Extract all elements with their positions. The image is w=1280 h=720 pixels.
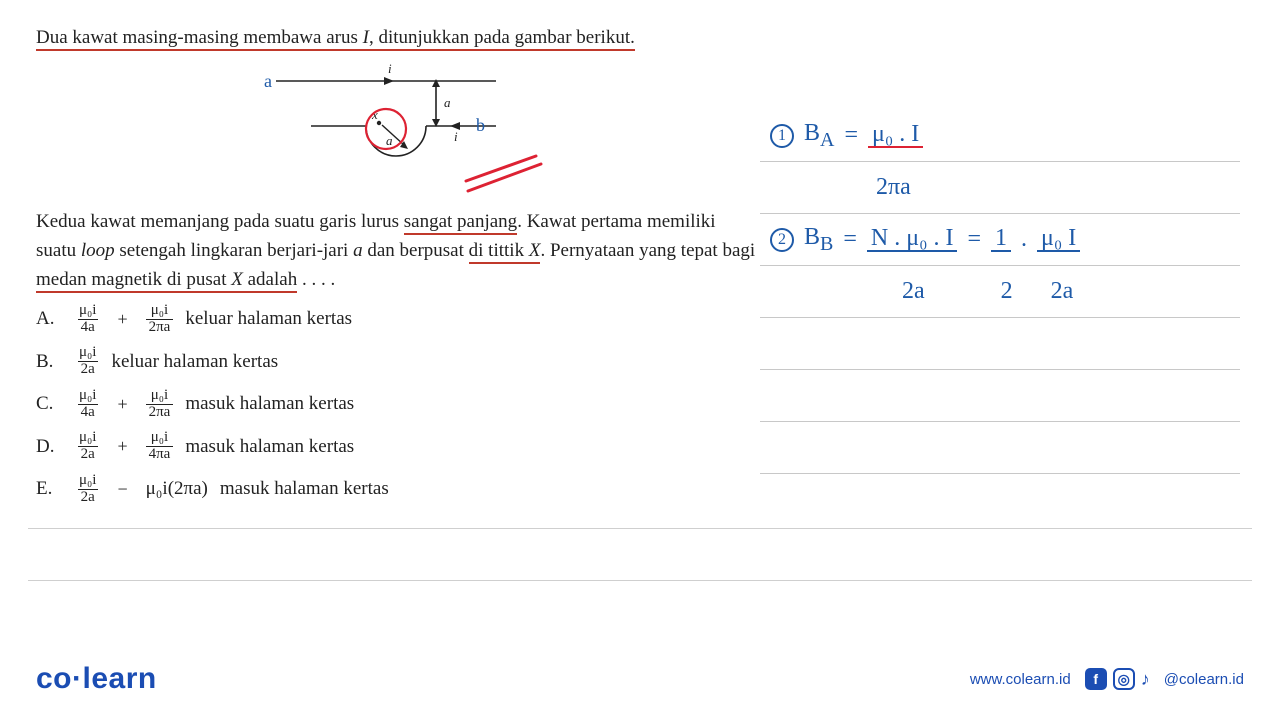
hand-f3-den: 2a xyxy=(1051,278,1074,305)
brand-logo: co·learn xyxy=(36,662,157,696)
opt-D-f1n: μ₀i xyxy=(76,430,99,446)
opt-A-f1d: 4a xyxy=(78,319,98,336)
exp-u2a: di tittik xyxy=(469,240,529,261)
exp-u1: sangat panjang xyxy=(404,211,517,235)
footer-handle: @colearn.id xyxy=(1164,671,1244,688)
opt-D-letter: D. xyxy=(36,436,64,458)
explanation: Kedua kawat memanjang pada suatu garis l… xyxy=(36,207,756,295)
hand-eq2: = xyxy=(843,226,857,253)
opt-E-f1d: 2a xyxy=(78,489,98,506)
opt-B-letter: B. xyxy=(36,351,64,373)
opt-E-text: masuk halaman kertas xyxy=(220,478,389,500)
rule-2 xyxy=(760,370,1240,422)
option-E: E. μ₀i2a − μ₀i(2πa) masuk halaman kertas xyxy=(36,473,1244,506)
exp-X: X xyxy=(529,240,541,261)
opt-E-letter: E. xyxy=(36,478,64,500)
page: Dua kawat masing-masing membawa arus I, … xyxy=(0,0,1280,720)
footer-url: www.colearn.id xyxy=(970,671,1071,688)
opt-C-f2d: 2πa xyxy=(146,404,174,421)
hand-half-d: 2 xyxy=(1001,278,1013,305)
opt-B-text: keluar halaman kertas xyxy=(111,351,278,373)
hand-eq1: = xyxy=(844,122,858,149)
page-rule-2 xyxy=(28,580,1252,581)
hand-f2-num: N . μ₀ . I xyxy=(867,227,958,252)
exp-u3p: medan magnetik di xyxy=(36,269,186,290)
tiktok-icon: ♪ xyxy=(1141,669,1150,690)
opt-D-op: + xyxy=(117,436,127,457)
intro-text-1: Dua kawat masing-masing membawa arus xyxy=(36,27,363,48)
opt-C-text: masuk halaman kertas xyxy=(185,393,354,415)
opt-E-op: − xyxy=(117,479,127,500)
exp-dots: . . . . xyxy=(297,269,335,290)
exp-a: a xyxy=(353,240,363,261)
hand-half-n: 1 xyxy=(991,227,1011,252)
intro-text-2: , ditunjukkan pada gambar berikut. xyxy=(369,27,635,48)
footer-right: www.colearn.id f ◎ ♪ @colearn.id xyxy=(970,668,1244,690)
diagram: i a x a i a b xyxy=(216,61,616,201)
rule-3 xyxy=(760,422,1240,474)
opt-E-f1n: μ₀i xyxy=(76,473,99,489)
question-intro: Dua kawat masing-masing membawa arus I, … xyxy=(36,24,1244,53)
exp-u3X: X xyxy=(231,269,243,290)
opt-D-f1d: 2a xyxy=(78,446,98,463)
opt-E-f2: μ₀i(2πa) xyxy=(146,478,208,500)
opt-A-f1n: μ₀i xyxy=(76,303,99,319)
opt-A-letter: A. xyxy=(36,308,64,330)
label-a-dist: a xyxy=(444,95,451,110)
hand-line-2b: 2a 2 2a xyxy=(760,266,1240,318)
diagram-svg: i a x a i a b xyxy=(216,61,616,201)
hand-BA-B: B xyxy=(804,120,820,146)
hand-label-b: b xyxy=(476,115,485,135)
opt-C-letter: C. xyxy=(36,393,64,415)
exp-5: . Pernyataan yang tepat bagi xyxy=(540,240,755,261)
opt-A-op: + xyxy=(117,309,127,330)
opt-C-f1d: 4a xyxy=(78,404,98,421)
page-rule-1 xyxy=(28,528,1252,529)
hand-f3-num: μ₀ I xyxy=(1037,227,1080,252)
exp-3: setengah lingkaran berjari-jari xyxy=(115,240,353,261)
exp-u3: pusat xyxy=(186,269,231,290)
rule-1 xyxy=(760,318,1240,370)
hand-BB-B: B xyxy=(804,224,820,250)
hand-f1-num: μ₀ . I xyxy=(868,123,923,148)
hand-line-1b: 2πa xyxy=(760,162,1240,214)
exp-u3s: adalah xyxy=(243,269,297,290)
opt-B-f1d: 2a xyxy=(78,361,98,378)
hand-line-1: 1 BA = μ₀ . I xyxy=(760,110,1240,162)
opt-A-text: keluar halaman kertas xyxy=(185,308,352,330)
opt-A-f2n: μ₀i xyxy=(148,303,171,319)
opt-A-f2d: 2πa xyxy=(146,319,174,336)
hand-BA-sub: A xyxy=(820,128,834,150)
hand-label-a: a xyxy=(264,71,272,91)
opt-C-f1n: μ₀i xyxy=(76,388,99,404)
label-a-radius: a xyxy=(386,133,393,148)
opt-D-f2d: 4πa xyxy=(146,446,174,463)
facebook-icon: f xyxy=(1085,668,1107,690)
hand-f2-den: 2a xyxy=(902,278,925,305)
hand-notes: 1 BA = μ₀ . I 2πa 2 BB = N . μ₀ . I = 1 … xyxy=(760,110,1240,474)
hand-circ-1: 1 xyxy=(770,124,794,148)
opt-B-f1n: μ₀i xyxy=(76,345,99,361)
opt-D-text: masuk halaman kertas xyxy=(185,436,354,458)
hand-dot: . xyxy=(1021,226,1027,253)
brand-co: co xyxy=(36,662,72,695)
hand-BB-sub: B xyxy=(820,232,833,254)
hand-f1-den: 2πa xyxy=(876,174,911,201)
exp-1: Kedua kawat memanjang pada suatu garis l… xyxy=(36,211,404,232)
opt-D-f2n: μ₀i xyxy=(148,430,171,446)
social-icons: f ◎ ♪ xyxy=(1085,668,1150,690)
exp-loop: loop xyxy=(81,240,115,261)
exp-4: dan berpusat xyxy=(363,240,469,261)
hand-circ-2: 2 xyxy=(770,228,794,252)
opt-C-f2n: μ₀i xyxy=(148,388,171,404)
opt-C-op: + xyxy=(117,394,127,415)
brand-learn: learn xyxy=(83,662,157,695)
footer: co·learn www.colearn.id f ◎ ♪ @colearn.i… xyxy=(36,662,1244,696)
hand-eq2b: = xyxy=(967,226,981,253)
label-i-bottom: i xyxy=(454,129,458,144)
hand-line-2: 2 BB = N . μ₀ . I = 1 . μ₀ I xyxy=(760,214,1240,266)
instagram-icon: ◎ xyxy=(1113,668,1135,690)
label-i-top: i xyxy=(388,61,392,76)
